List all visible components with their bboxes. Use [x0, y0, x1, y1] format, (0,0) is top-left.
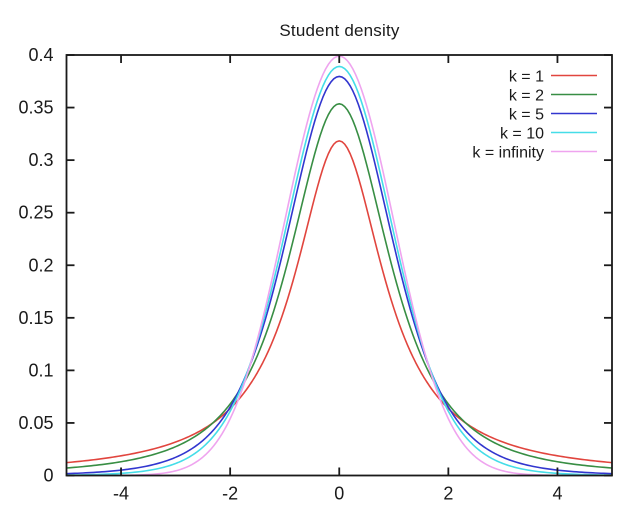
- axis-tick-labels: -4 -2 0 2 4 0 0.05 0.1 0.15 0.2 0.25 0.3 0.35 0.4: [18, 45, 562, 504]
- curve-10: [66, 65, 612, 476]
- y-tick-label: 0.35: [18, 98, 53, 118]
- y-tick-label: 0.15: [18, 308, 53, 328]
- legend-label: k = 1: [509, 69, 544, 86]
- x-tick-label: 4: [552, 484, 562, 504]
- y-tick-label: 0.1: [28, 360, 53, 380]
- axis-ticks: [66, 54, 612, 477]
- legend-label: k = 10: [500, 126, 544, 143]
- legend-label: k = infinity: [472, 145, 544, 162]
- x-tick-label: 2: [443, 484, 453, 504]
- legend-label: k = 5: [509, 107, 544, 124]
- x-tick-label: -2: [222, 484, 238, 504]
- legend-entry: k = 2: [509, 88, 597, 105]
- legend: k = 1 k = 2 k = 5 k = 10 k = infinity: [472, 69, 597, 162]
- legend-entry: k = infinity: [472, 145, 597, 162]
- curve-5: [66, 75, 612, 475]
- legend-entry: k = 1: [509, 69, 597, 86]
- y-tick-label: 0.3: [28, 150, 53, 170]
- chart-title: Student density: [279, 21, 400, 40]
- x-tick-label: -4: [113, 484, 129, 504]
- curve-2: [66, 103, 612, 469]
- y-tick-label: 0.2: [28, 255, 53, 275]
- legend-label: k = 2: [509, 88, 544, 105]
- x-tick-label: 0: [334, 484, 344, 504]
- curve-1: [66, 140, 612, 464]
- legend-entry: k = 5: [509, 107, 597, 124]
- y-tick-label: 0.4: [28, 45, 53, 65]
- y-tick-label: 0.05: [18, 413, 53, 433]
- y-tick-label: 0.25: [18, 203, 53, 223]
- y-tick-label: 0: [43, 466, 53, 486]
- legend-entry: k = 10: [500, 126, 597, 143]
